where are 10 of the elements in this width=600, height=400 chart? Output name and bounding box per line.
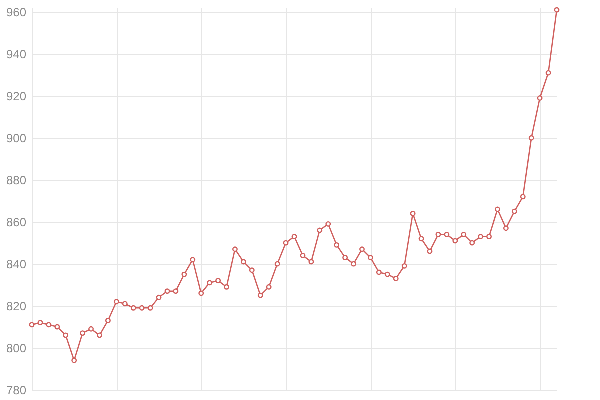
y-tick-label: 920 [6, 90, 27, 104]
y-tick-label: 940 [6, 48, 27, 62]
y-tick-label: 780 [6, 384, 27, 398]
y-tick-label: 900 [6, 132, 27, 146]
y-tick-label: 880 [6, 174, 27, 188]
y-tick-label: 840 [6, 258, 27, 272]
y-tick-label: 860 [6, 216, 27, 230]
y-tick-label: 960 [6, 6, 27, 20]
y-tick-label: 800 [6, 342, 27, 356]
y-tick-label: 820 [6, 300, 27, 314]
